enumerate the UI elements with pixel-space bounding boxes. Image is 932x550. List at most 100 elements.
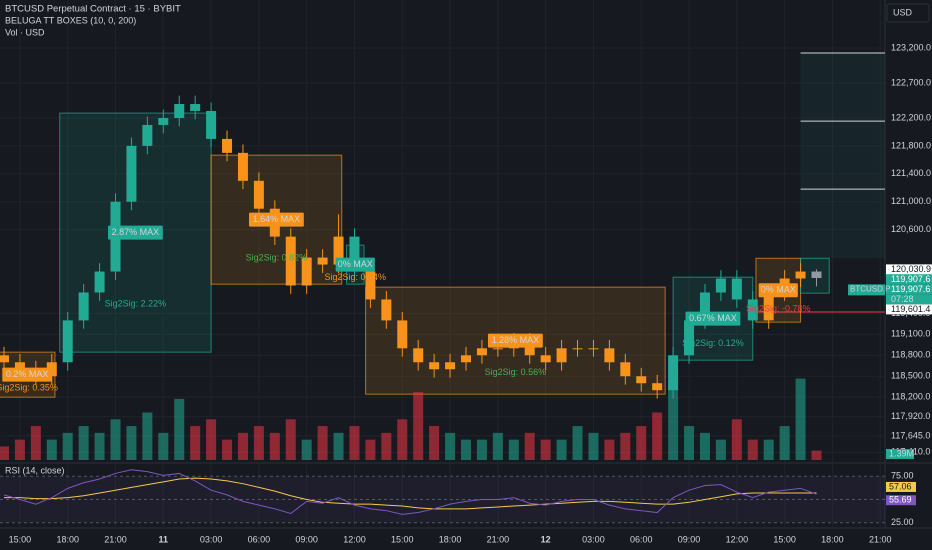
x-tick-label: 06:00 xyxy=(630,534,653,544)
volume-bar xyxy=(715,439,726,460)
candle-body xyxy=(811,271,822,278)
volume-bar xyxy=(237,432,248,460)
volume-title: Vol · USD xyxy=(5,27,45,37)
candle-body xyxy=(317,257,328,265)
max-label-bg xyxy=(108,225,163,240)
max-label-bg xyxy=(758,283,798,298)
sig-label: Sig2Sig: -0.78% xyxy=(746,304,811,314)
volume-bar xyxy=(349,426,360,460)
countdown: 07:28 xyxy=(891,294,914,304)
volume-tag-label: 1.39M xyxy=(889,448,914,458)
volume-bar xyxy=(588,432,599,460)
symbol-tag-bg xyxy=(848,284,885,296)
max-label: 0% MAX xyxy=(761,285,796,295)
candle-body xyxy=(763,292,774,321)
rsi-title: RSI (14, close) xyxy=(5,465,65,475)
candle-body xyxy=(333,236,344,265)
candle-body xyxy=(524,341,535,356)
volume-bar xyxy=(30,426,41,460)
chart-title: BTCUSD Perpetual Contract · 15 · BYBIT xyxy=(5,4,181,15)
x-tick-label: 09:00 xyxy=(678,534,701,544)
candle-body xyxy=(237,152,248,181)
rsi-line xyxy=(3,477,817,510)
overlay: BTCUSD Perpetual Contract · 15 · BYBIT B… xyxy=(0,3,932,544)
x-tick-label: 15:00 xyxy=(391,534,414,544)
candle-body xyxy=(62,320,73,363)
indicator-name: BELUGA TT BOXES (10, 0, 200) xyxy=(5,15,136,25)
candle-body xyxy=(78,292,89,321)
volume-bar xyxy=(572,426,583,460)
volume-bar xyxy=(14,439,25,460)
candle-body xyxy=(747,299,758,321)
sig-label: Sig2Sig: 2.22% xyxy=(105,299,167,309)
candle-body xyxy=(620,362,631,377)
candle-body xyxy=(731,278,742,300)
volume-bar xyxy=(94,432,105,460)
candle-body xyxy=(795,271,806,279)
price-tag xyxy=(886,284,932,295)
max-label: 0.67% MAX xyxy=(689,313,737,323)
max-label-bg xyxy=(2,367,52,382)
volume-bar xyxy=(811,450,822,460)
candle-body xyxy=(445,362,456,370)
price-tag xyxy=(886,304,932,315)
volume-bar xyxy=(190,426,201,460)
volume-bar xyxy=(508,439,519,460)
currency-box[interactable] xyxy=(886,3,930,23)
volume-bar xyxy=(174,398,185,460)
volume-bar xyxy=(429,426,440,460)
volume-bar xyxy=(285,419,296,460)
volume-bar xyxy=(269,432,280,460)
x-tick-label: 21:00 xyxy=(487,534,510,544)
volume-bar xyxy=(556,439,567,460)
x-tick-label: 18:00 xyxy=(821,534,844,544)
rsi-tag xyxy=(886,481,916,492)
x-tick-label: 12:00 xyxy=(343,534,366,544)
currency: USD xyxy=(893,7,913,17)
max-label: 1.28% MAX xyxy=(492,335,540,345)
sig-label: Sig2Sig: 0.82% xyxy=(246,253,308,263)
y-tick-label: 122,200.0 xyxy=(891,112,931,122)
x-tick-label: 03:00 xyxy=(582,534,605,544)
candle-body xyxy=(190,104,201,111)
volume-bar xyxy=(779,426,790,460)
sig-label: Sig2Sig: 0.12% xyxy=(682,338,744,348)
sig-label: Sig2Sig: 0.35% xyxy=(0,383,58,393)
x-tick-label: 11 xyxy=(159,534,169,544)
symbol-tag: BTCUSD.P xyxy=(850,284,890,293)
volume-bar xyxy=(460,439,471,460)
volume-bar xyxy=(206,419,217,460)
rsi-tag xyxy=(886,495,916,506)
candle-body xyxy=(285,236,296,286)
max-label-bg xyxy=(487,333,543,348)
volume-bar xyxy=(668,385,679,460)
x-tick-label: 06:00 xyxy=(248,534,271,544)
candle-body xyxy=(572,348,583,350)
countdown-bg xyxy=(886,294,932,305)
volume-bar xyxy=(524,432,535,460)
max-label: 0% MAX xyxy=(338,259,373,269)
candle-body xyxy=(668,355,679,391)
price-tag-label: 119,907.6 xyxy=(891,274,930,284)
max-label: 0.2% MAX xyxy=(6,369,49,379)
volume-bar xyxy=(158,432,169,460)
rsi-tag-label: 55.69 xyxy=(889,495,912,505)
candle-body xyxy=(460,355,471,363)
volume-bar xyxy=(222,439,233,460)
rsi-band xyxy=(0,476,885,523)
candle-body xyxy=(699,292,710,321)
volume-bar xyxy=(445,432,456,460)
candle-body xyxy=(0,355,9,363)
volume-bar xyxy=(492,432,503,460)
y-tick-label: 117,920.0 xyxy=(891,411,930,421)
volume-bar xyxy=(636,426,647,460)
max-label: 2.87% MAX xyxy=(112,227,160,237)
candle-body xyxy=(381,299,392,321)
volume-bar xyxy=(301,439,312,460)
volume-bar xyxy=(0,446,9,460)
candle-body xyxy=(14,362,25,370)
volume-bar xyxy=(62,432,73,460)
candle-body xyxy=(604,348,615,363)
candle-body xyxy=(540,355,551,363)
y-tick-label: 119,100.0 xyxy=(891,329,930,339)
